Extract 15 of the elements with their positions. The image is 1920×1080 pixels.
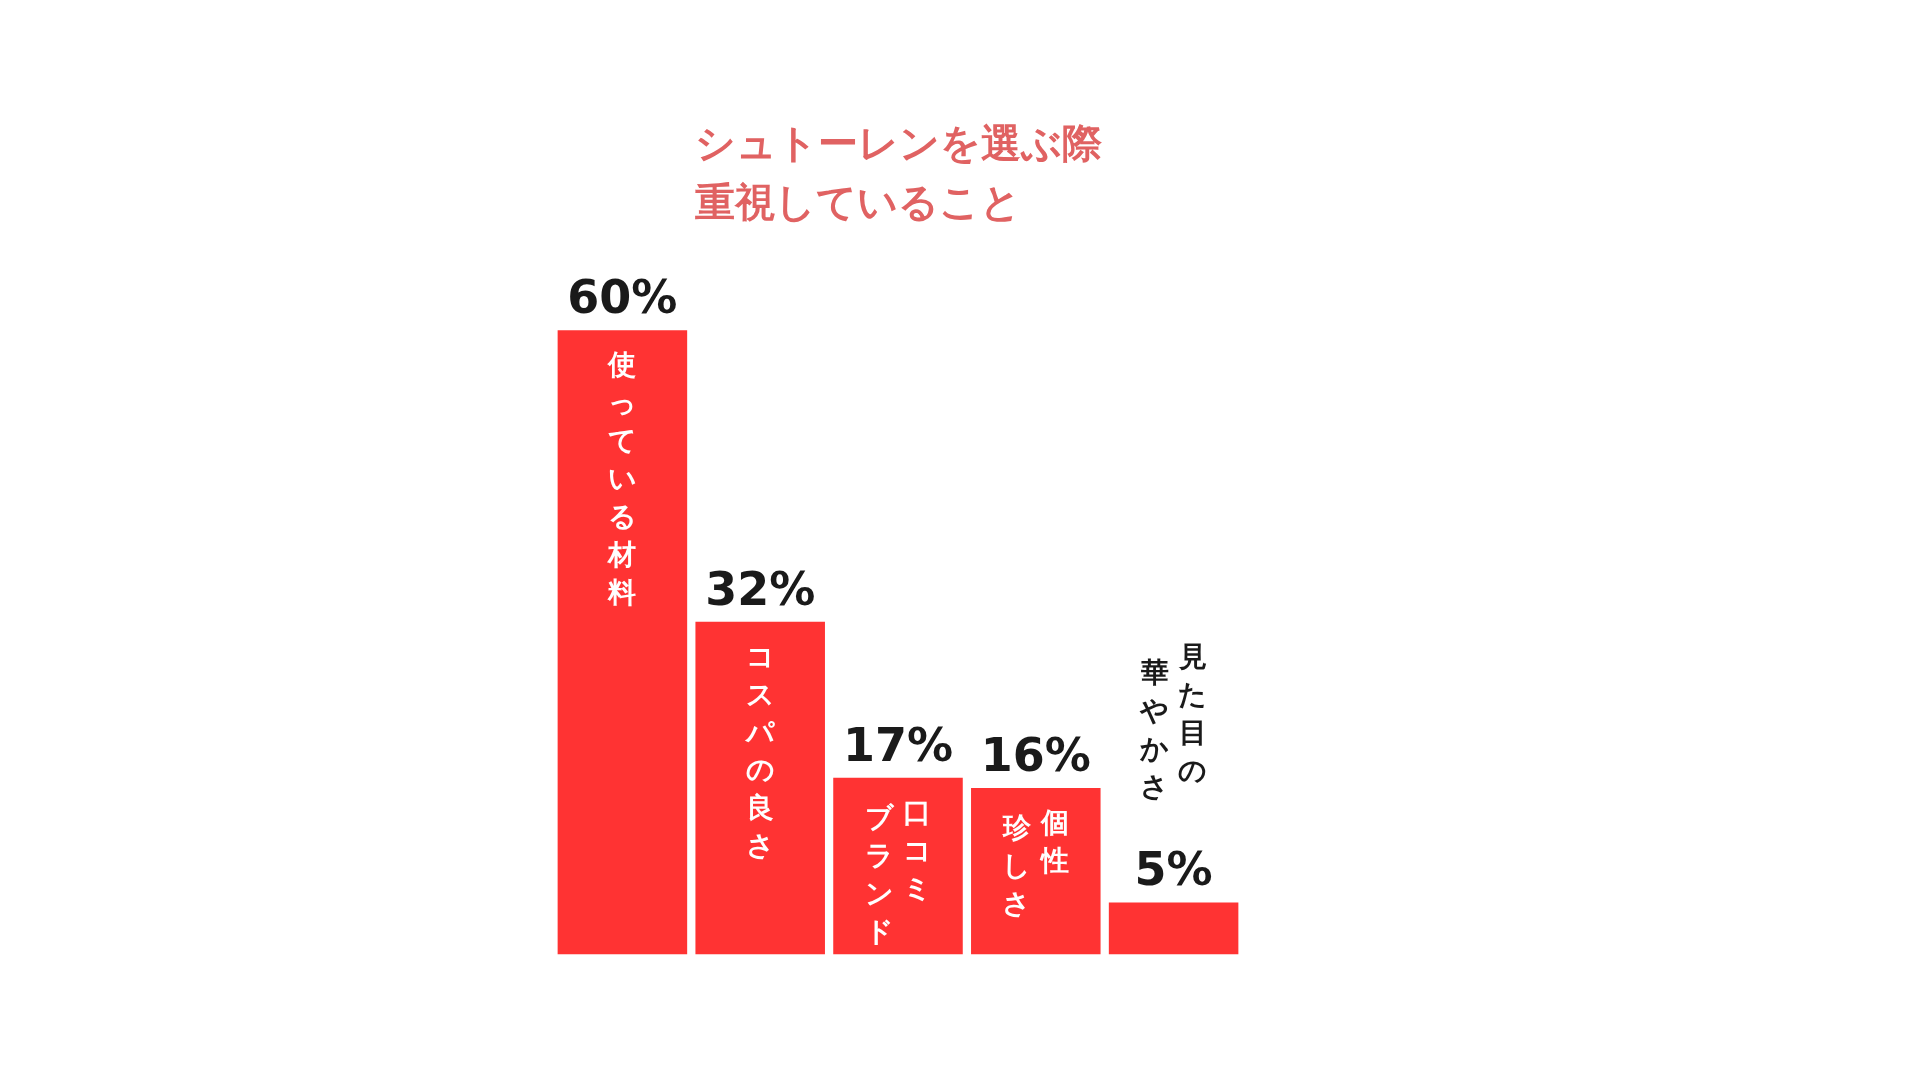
data-label: 17%: [842, 717, 954, 772]
bar: [557, 330, 688, 955]
bar: [833, 777, 963, 955]
category-label: 口コミブランド: [864, 795, 932, 948]
bar: [971, 788, 1101, 955]
x-tick-label: 使っている材料: [606, 348, 637, 610]
data-label: 60%: [567, 270, 678, 325]
chart-title: シュトーレンを選ぶ際重視していること: [694, 119, 1102, 226]
bar: [695, 621, 825, 955]
data-label: 16%: [980, 728, 1091, 783]
data-label: 5%: [1134, 842, 1213, 897]
x-tick-label: 個性珍しさ: [1001, 806, 1069, 920]
bar: [1108, 902, 1239, 955]
x-tick-label: コスパの良さ: [743, 639, 775, 863]
data-label: 32%: [705, 561, 816, 616]
